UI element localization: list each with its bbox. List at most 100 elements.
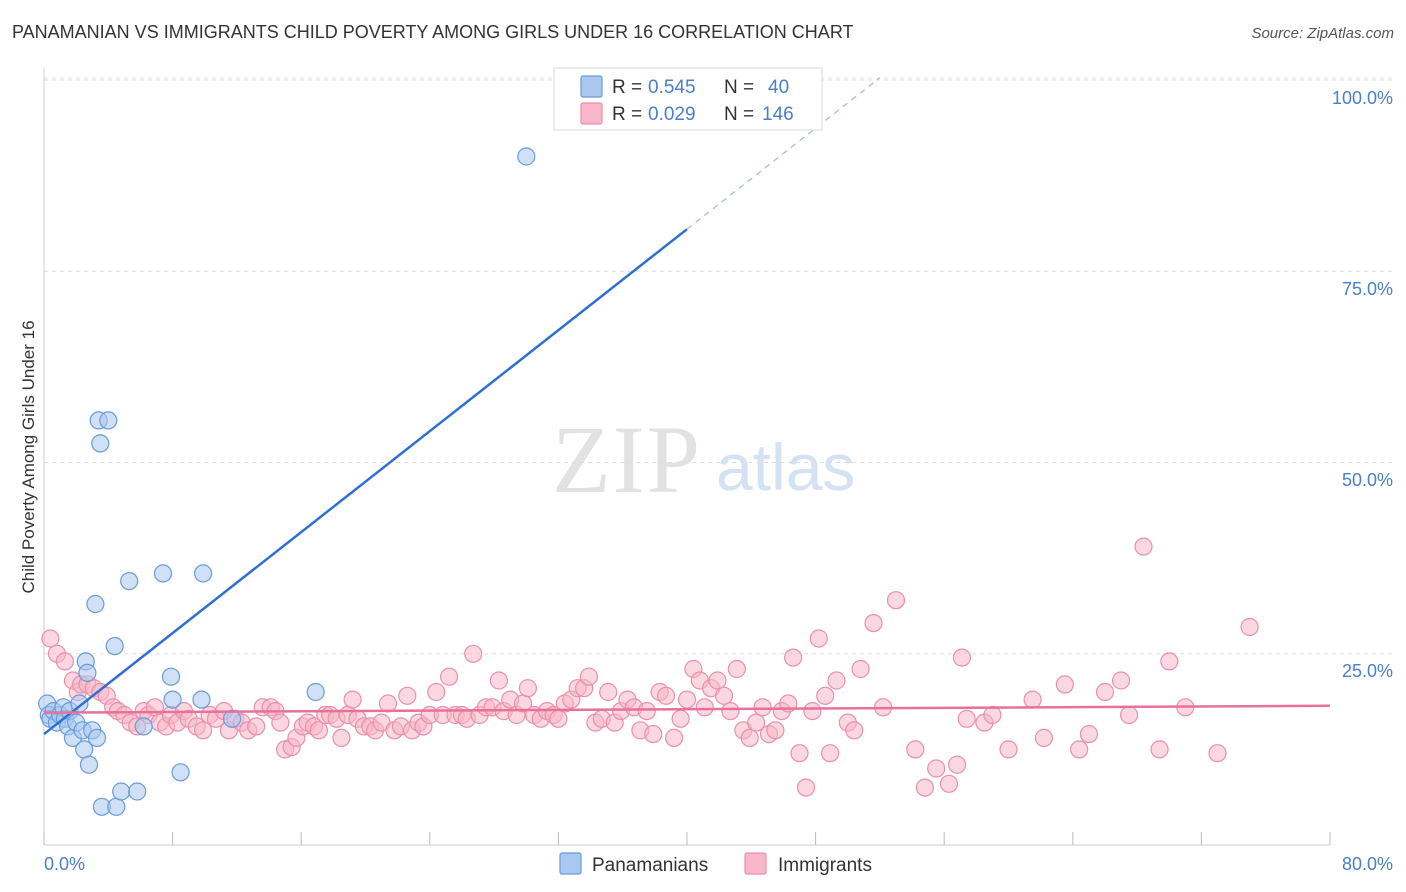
immigrants-point-150 — [1095, 682, 1115, 702]
immigrants-point-50 — [343, 690, 362, 709]
panamanians-point-16 — [78, 663, 97, 683]
panamanians-point-32 — [161, 667, 181, 686]
immigrants-point-89 — [579, 667, 599, 686]
immigrants-point-147 — [1055, 675, 1074, 694]
immigrants-point-0 — [41, 629, 60, 648]
legend-r-label-1: R = — [612, 77, 642, 98]
immigrants-point-126 — [816, 686, 835, 705]
immigrants-point-98 — [637, 701, 656, 721]
panamanians-point-27 — [112, 782, 131, 801]
immigrants-point-141 — [957, 709, 976, 728]
immigrants-point-48 — [332, 728, 351, 748]
immigrants-point-153 — [1134, 537, 1153, 556]
y-tick-label-25: 25.0% — [1342, 661, 1393, 681]
panamanians-point-28 — [120, 571, 139, 591]
x-tick-label-min: 0.0% — [44, 854, 85, 874]
panamanians-point-36 — [194, 564, 213, 583]
legend-swatch-immigrants — [580, 102, 603, 125]
immigrants-point-136 — [915, 778, 935, 797]
legend-r-label-2: R = — [612, 104, 642, 125]
panamanians-point-19 — [86, 594, 105, 614]
panamanians-point-35 — [192, 690, 211, 709]
immigrants-point-99 — [644, 724, 663, 744]
panamanians-point-39 — [517, 147, 536, 166]
immigrants-point-151 — [1111, 671, 1131, 690]
immigrants-point-148 — [1070, 740, 1089, 759]
immigrants-point-130 — [845, 721, 864, 740]
immigrants-point-37 — [271, 713, 290, 732]
panamanians-point-29 — [128, 782, 147, 801]
immigrants-point-137 — [927, 759, 946, 778]
immigrants-point-109 — [708, 671, 727, 690]
immigrants-point-115 — [746, 713, 766, 732]
x-tick-label-max: 80.0% — [1342, 854, 1393, 874]
panamanians-point-37 — [223, 709, 242, 728]
panamanians-point-34 — [171, 763, 190, 782]
immigrants-point-123 — [796, 778, 816, 797]
immigrants-point-84 — [549, 709, 568, 728]
immigrants-point-155 — [1160, 652, 1179, 671]
immigrants-point-102 — [664, 728, 684, 748]
immigrants-point-114 — [740, 728, 759, 748]
immigrants-point-158 — [1240, 617, 1259, 637]
immigrants-point-111 — [721, 701, 740, 721]
panamanians-point-17 — [79, 755, 99, 774]
panamanians-trend-line — [43, 228, 688, 736]
chart-title: PANAMANIAN VS IMMIGRANTS CHILD POVERTY A… — [12, 22, 853, 42]
immigrants-point-138 — [939, 774, 959, 793]
legend-r-value-2: 0.029 — [648, 104, 696, 125]
panamanians-point-23 — [99, 411, 118, 430]
immigrants-point-149 — [1079, 724, 1099, 744]
immigrants-point-64 — [427, 682, 446, 702]
bottom-legend-label-panamanians: Panamanians — [592, 855, 708, 876]
y-tick-label-75: 75.0% — [1342, 279, 1393, 299]
y-tick-label-50: 50.0% — [1342, 470, 1393, 490]
panamanians-point-30 — [134, 717, 153, 736]
immigrants-point-131 — [851, 659, 870, 679]
legend-swatch-panamanians — [580, 75, 603, 98]
bottom-legend-swatch-panamanians — [559, 852, 582, 875]
immigrants-point-79 — [518, 679, 538, 698]
x-minor-ticks — [43, 832, 1331, 845]
immigrants-trend-line — [43, 704, 1331, 714]
watermark-atlas: atlas — [716, 430, 855, 504]
immigrants-point-145 — [1023, 690, 1042, 709]
immigrants-point-143 — [983, 705, 1002, 725]
panamanians-point-25 — [107, 797, 126, 816]
immigrants-point-118 — [766, 721, 785, 740]
immigrants-point-121 — [783, 648, 803, 667]
bottom-legend-swatch-immigrants — [744, 852, 767, 875]
immigrants-point-122 — [790, 744, 809, 763]
chart-source: Source: ZipAtlas.com — [1251, 25, 1394, 42]
immigrants-point-134 — [886, 591, 906, 610]
immigrants-point-101 — [656, 686, 676, 705]
panamanians-point-33 — [163, 690, 182, 709]
legend-n-label-2: N = — [724, 104, 754, 125]
correlation-legend: R = 0.545 N = 40 R = 0.029 N = 146 — [553, 67, 823, 131]
panamanians-point-26 — [105, 636, 124, 656]
immigrants-point-70 — [464, 644, 483, 663]
immigrants-point-107 — [695, 698, 714, 717]
immigrants-point-56 — [378, 694, 398, 713]
watermark-zip: ZIP — [552, 406, 702, 513]
panamanians-point-31 — [153, 564, 173, 583]
immigrants-point-124 — [803, 701, 822, 721]
immigrants-point-139 — [947, 755, 967, 774]
immigrants-point-112 — [727, 659, 746, 679]
immigrants-point-127 — [820, 744, 840, 763]
legend-n-value-2: 146 — [762, 104, 794, 125]
y-tick-label-100: 100.0% — [1332, 88, 1393, 108]
immigrants-point-103 — [671, 709, 690, 728]
immigrants-point-104 — [677, 690, 697, 709]
panamanians-point-20 — [87, 728, 107, 748]
immigrants-point-25 — [194, 721, 213, 740]
immigrants-point-146 — [1034, 728, 1054, 748]
legend-n-label-1: N = — [724, 77, 754, 98]
legend-r-value-1: 0.545 — [648, 77, 696, 98]
panamanians-point-38 — [306, 682, 325, 702]
y-tick-labels: 100.0% 75.0% 50.0% 25.0% — [1332, 88, 1393, 681]
immigrants-point-132 — [864, 613, 883, 633]
immigrants-point-125 — [809, 629, 828, 648]
series-legend: Panamanians Immigrants — [559, 852, 872, 876]
